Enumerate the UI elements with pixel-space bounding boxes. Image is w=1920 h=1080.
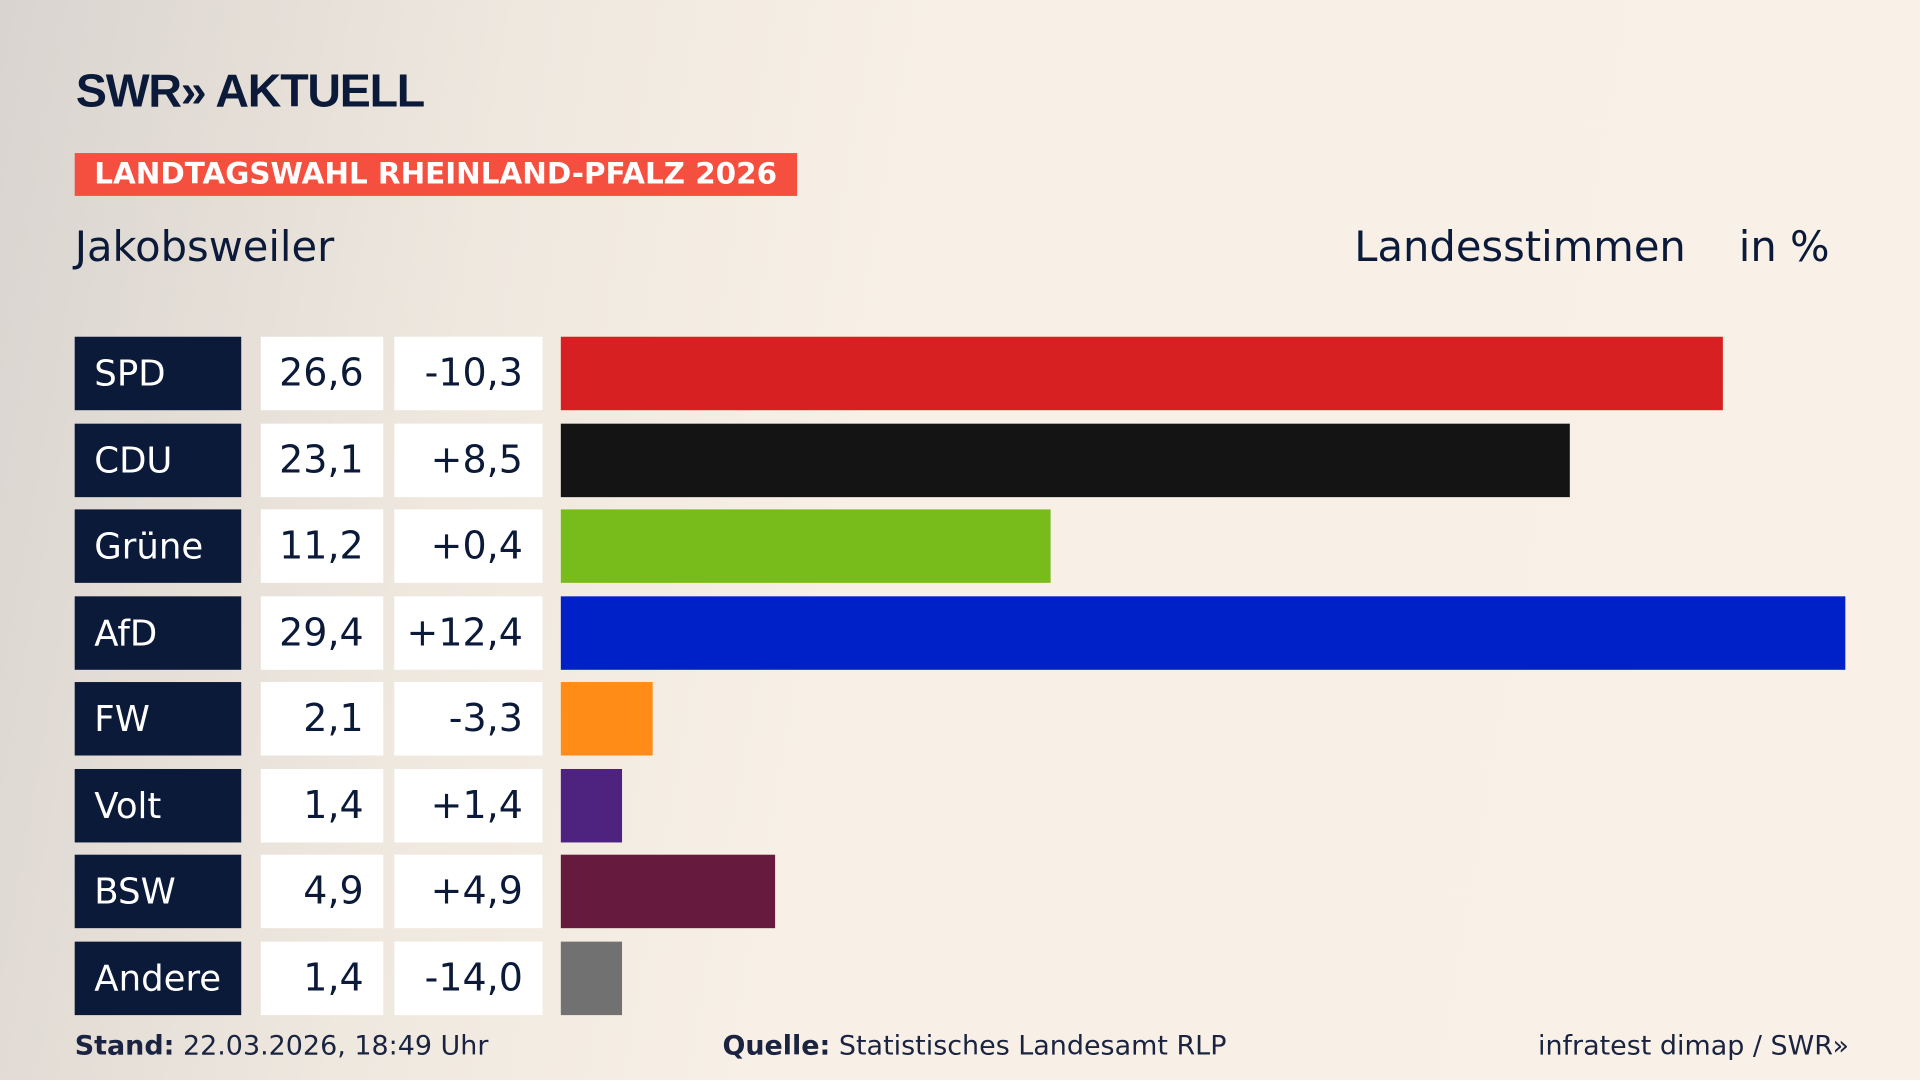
bar <box>560 682 653 756</box>
diff-label: -3,3 <box>394 682 543 756</box>
party-label: SPD <box>74 336 242 411</box>
source-label: Quelle: <box>722 1031 831 1062</box>
unit-label: in % <box>1738 222 1830 272</box>
stand-label: Stand: <box>74 1031 175 1062</box>
swr-aktuell-logo: SWR» AKTUELL <box>75 66 425 118</box>
party-label: BSW <box>74 854 242 929</box>
party-label: Andere <box>74 941 242 1015</box>
bar <box>560 854 775 929</box>
value-label: 4,9 <box>260 854 384 929</box>
party-label: FW <box>74 682 242 756</box>
value-label: 1,4 <box>260 768 384 842</box>
value-label: 26,6 <box>260 336 384 411</box>
source-value: Statistisches Landesamt RLP <box>838 1031 1227 1062</box>
value-label: 23,1 <box>260 423 384 497</box>
bar <box>560 595 1846 670</box>
source: Quelle: Statistisches Landesamt RLP <box>722 1031 1226 1062</box>
bar <box>560 768 622 842</box>
diff-label: +1,4 <box>394 768 543 842</box>
value-label: 29,4 <box>260 595 384 670</box>
bar <box>560 941 622 1015</box>
election-banner: LANDTAGSWAHL RHEINLAND-PFALZ 2026 <box>74 153 797 196</box>
bar <box>560 336 1723 411</box>
party-label: CDU <box>74 423 242 497</box>
value-label: 1,4 <box>260 941 384 1015</box>
diff-label: +0,4 <box>394 509 543 583</box>
timestamp: Stand: 22.03.2026, 18:49 Uhr <box>75 1031 489 1062</box>
bar <box>560 423 1571 497</box>
party-label: Grüne <box>74 509 242 583</box>
stand-value: 22.03.2026, 18:49 Uhr <box>182 1031 489 1062</box>
region-title: Jakobsweiler <box>74 222 335 272</box>
diff-label: -14,0 <box>394 941 543 1015</box>
diff-label: +4,9 <box>394 854 543 929</box>
value-label: 2,1 <box>260 682 384 756</box>
diff-label: +12,4 <box>394 595 543 670</box>
bar <box>560 509 1051 583</box>
diff-label: -10,3 <box>394 336 543 411</box>
vote-type: Landesstimmen <box>1354 222 1686 272</box>
value-label: 11,2 <box>260 509 384 583</box>
party-label: AfD <box>74 595 242 670</box>
diff-label: +8,5 <box>394 423 543 497</box>
party-label: Volt <box>74 768 242 842</box>
credit: infratest dimap / SWR» <box>1537 1031 1849 1062</box>
